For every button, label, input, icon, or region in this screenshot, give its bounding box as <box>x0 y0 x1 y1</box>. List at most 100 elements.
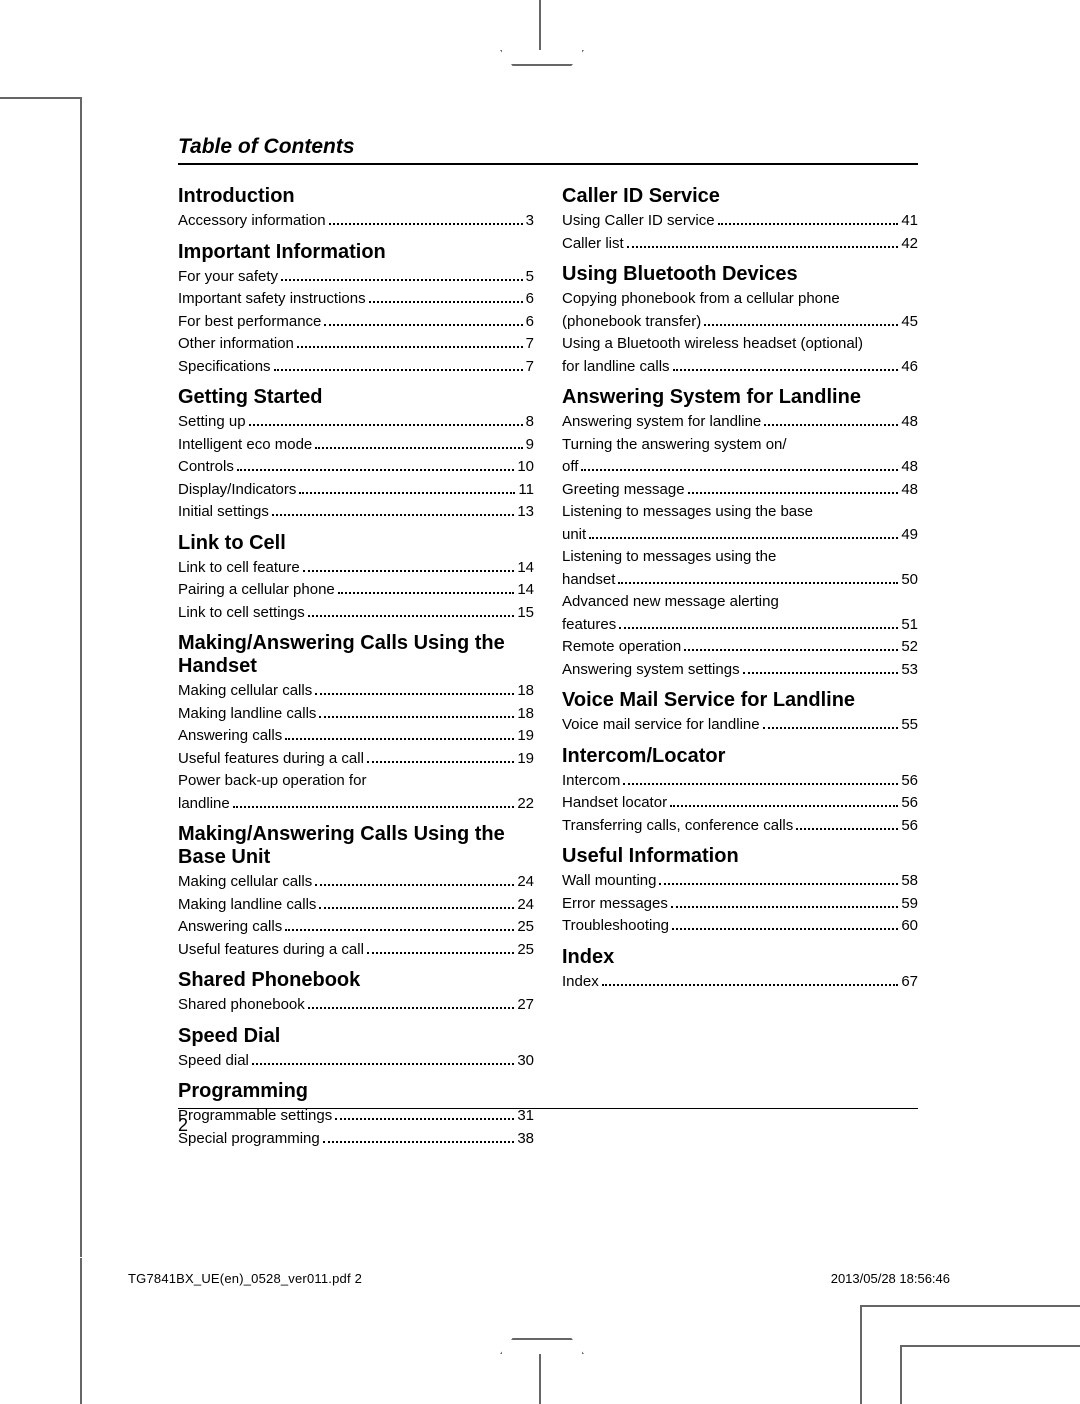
toc-leader-dots <box>338 592 515 594</box>
toc-leader-dots <box>718 223 899 225</box>
toc-entry: Voice mail service for landline55 <box>562 714 918 737</box>
toc-entry-page: 18 <box>517 680 534 703</box>
toc-entry-label: Pairing a cellular phone <box>178 579 335 602</box>
toc-entry-label: For best performance <box>178 311 321 334</box>
toc-entry: Using Caller ID service41 <box>562 210 918 233</box>
toc-leader-dots <box>285 929 514 931</box>
toc-leader-dots <box>319 907 514 909</box>
toc-entry-label: for landline calls <box>562 356 670 379</box>
toc-entry: Intelligent eco mode9 <box>178 434 534 457</box>
file-footer-left: TG7841BX_UE(en)_0528_ver011.pdf 2 <box>128 1271 362 1286</box>
crop-mark-top <box>539 0 541 50</box>
toc-entry-label: Controls <box>178 456 234 479</box>
toc-entry-label: Caller list <box>562 233 624 256</box>
toc-entry: Making cellular calls18 <box>178 680 534 703</box>
toc-right-column: Caller ID ServiceUsing Caller ID service… <box>562 177 918 1150</box>
toc-entry-page: 49 <box>901 524 918 547</box>
toc-leader-dots <box>671 906 898 908</box>
toc-leader-dots <box>367 952 514 954</box>
toc-entry-page: 48 <box>901 411 918 434</box>
toc-leader-dots <box>299 492 515 494</box>
toc-leader-dots <box>308 615 515 617</box>
toc-columns: IntroductionAccessory information3Import… <box>178 177 918 1150</box>
toc-leader-dots <box>303 570 515 572</box>
toc-entry-label: unit <box>562 524 586 547</box>
toc-entry-label: Greeting message <box>562 479 685 502</box>
toc-entry-label: off <box>562 456 578 479</box>
toc-entry-page: 10 <box>517 456 534 479</box>
toc-entry-label: Important safety instructions <box>178 288 366 311</box>
toc-entry-page: 22 <box>517 793 534 816</box>
toc-leader-dots <box>619 627 898 629</box>
toc-entry-page: 56 <box>901 792 918 815</box>
toc-entry: Answering system for landline48 <box>562 411 918 434</box>
toc-entry: Intercom56 <box>562 770 918 793</box>
toc-leader-dots <box>764 424 898 426</box>
toc-entry-continuation: Advanced new message alerting <box>562 591 918 614</box>
toc-leader-dots <box>297 346 523 348</box>
toc-entry-label: Making cellular calls <box>178 871 312 894</box>
toc-entry-page: 42 <box>901 233 918 256</box>
toc-leader-dots <box>673 369 899 371</box>
toc-entry-page: 48 <box>901 479 918 502</box>
page-number: 2 <box>178 1108 918 1136</box>
toc-entry-page: 11 <box>518 479 534 502</box>
toc-entry-label: Troubleshooting <box>562 915 669 938</box>
toc-leader-dots <box>323 1141 515 1143</box>
toc-leader-dots <box>581 469 898 471</box>
toc-entry: landline 22 <box>178 793 534 816</box>
toc-entry-page: 45 <box>901 311 918 334</box>
toc-left-column: IntroductionAccessory information3Import… <box>178 177 534 1150</box>
toc-section-title: Programming <box>178 1080 534 1103</box>
toc-entry: Remote operation52 <box>562 636 918 659</box>
toc-section-title: Speed Dial <box>178 1025 534 1048</box>
toc-entry-page: 5 <box>526 266 534 289</box>
toc-entry: Controls 10 <box>178 456 534 479</box>
toc-entry: Making cellular calls24 <box>178 871 534 894</box>
toc-leader-dots <box>623 783 898 785</box>
toc-section-title: Making/Answering Calls Using the Handset <box>178 632 534 678</box>
toc-entry-continuation: Power back-up operation for <box>178 770 534 793</box>
toc-entry-page: 41 <box>901 210 918 233</box>
toc-entry-label: Specifications <box>178 356 271 379</box>
crop-trapezoid-top <box>500 50 580 64</box>
toc-entry-label: Error messages <box>562 893 668 916</box>
toc-leader-dots <box>233 806 515 808</box>
toc-entry-page: 55 <box>901 714 918 737</box>
toc-entry-page: 56 <box>901 770 918 793</box>
toc-leader-dots <box>274 369 523 371</box>
toc-section-title: Answering System for Landline <box>562 386 918 409</box>
toc-entry-page: 52 <box>901 636 918 659</box>
toc-entry: off48 <box>562 456 918 479</box>
toc-entry-label: Initial settings <box>178 501 269 524</box>
toc-entry-label: Display/Indicators <box>178 479 296 502</box>
toc-entry: Index67 <box>562 971 918 994</box>
toc-entry: unit 49 <box>562 524 918 547</box>
toc-entry: Shared phonebook27 <box>178 994 534 1017</box>
toc-entry: handset50 <box>562 569 918 592</box>
toc-entry-page: 30 <box>517 1050 534 1073</box>
crop-br-outer-top <box>860 1305 1080 1307</box>
toc-entry-continuation: Listening to messages using the <box>562 546 918 569</box>
file-footer-right: 2013/05/28 18:56:46 <box>831 1271 950 1286</box>
toc-leader-dots <box>763 727 899 729</box>
crop-corner-tl-h <box>0 97 80 99</box>
toc-entry-label: Useful features during a call <box>178 748 364 771</box>
toc-entry-page: 53 <box>901 659 918 682</box>
toc-entry-page: 46 <box>901 356 918 379</box>
toc-entry-label: Intelligent eco mode <box>178 434 312 457</box>
toc-entry-page: 51 <box>901 614 918 637</box>
toc-section-title: Introduction <box>178 185 534 208</box>
toc-entry: for landline calls 46 <box>562 356 918 379</box>
toc-section-title: Using Bluetooth Devices <box>562 263 918 286</box>
toc-leader-dots <box>237 469 514 471</box>
toc-entry-page: 15 <box>517 602 534 625</box>
toc-entry: Setting up8 <box>178 411 534 434</box>
toc-leader-dots <box>688 492 899 494</box>
toc-entry: Pairing a cellular phone14 <box>178 579 534 602</box>
toc-leader-dots <box>367 761 514 763</box>
crop-trapezoid-bottom <box>500 1340 580 1354</box>
toc-entry-continuation: Listening to messages using the base <box>562 501 918 524</box>
toc-entry-label: landline <box>178 793 230 816</box>
toc-entry-page: 6 <box>526 311 534 334</box>
